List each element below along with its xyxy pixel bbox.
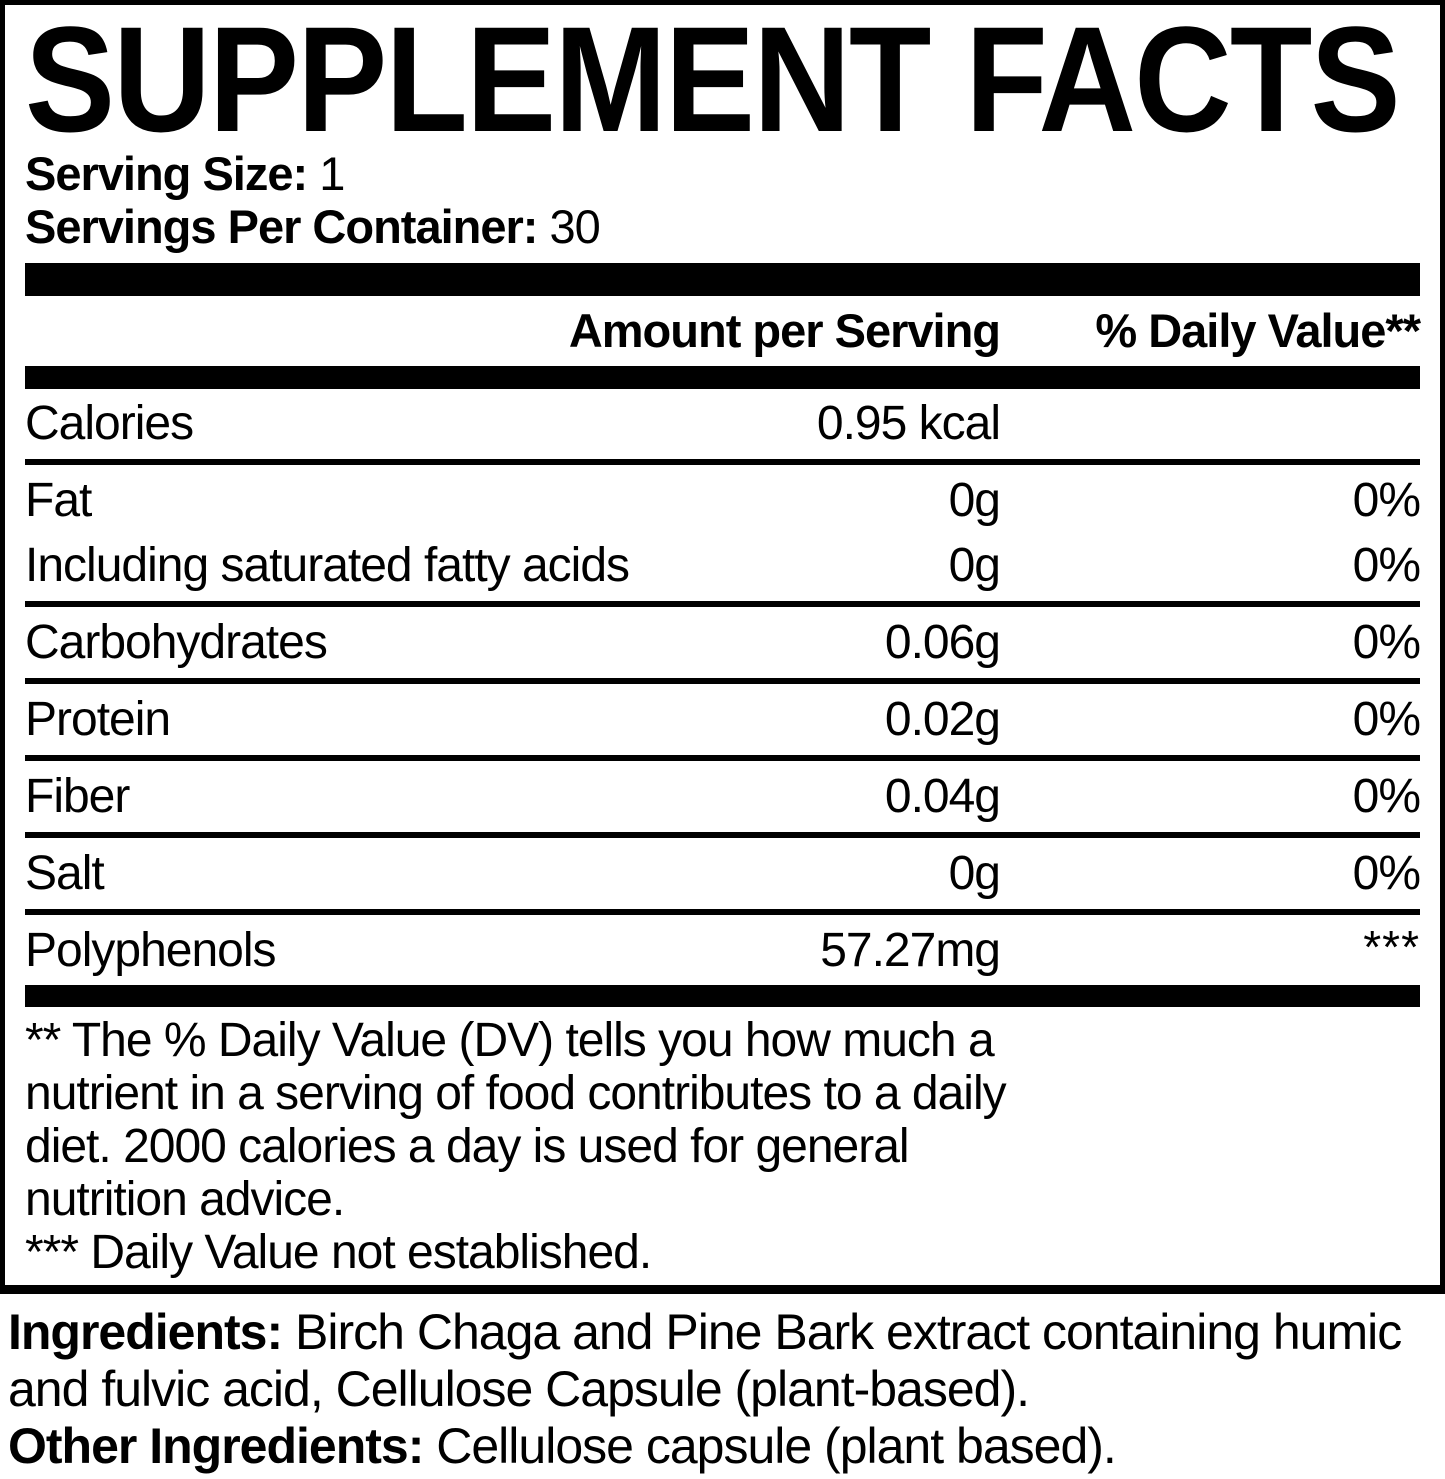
nutrient-row: Calories 0.95 kcal [25, 391, 1420, 456]
other-ingredients-text: Cellulose capsule (plant based). [423, 1418, 1117, 1474]
nutrient-amount: 0.04g [884, 770, 1001, 823]
nutrient-row: Fiber 0.04g 0% [25, 764, 1421, 829]
nutrient-row: Salt 0g 0% [25, 841, 1421, 906]
nutrient-dv: 0% [1352, 539, 1421, 592]
ingredients-section: Ingredients: Birch Chaga and Pine Bark e… [0, 1304, 1445, 1475]
nutrient-amount: 0g [948, 539, 1001, 592]
nutrient-name: Carbohydrates [25, 616, 328, 669]
other-ingredients-paragraph: Other Ingredients: Cellulose capsule (pl… [8, 1418, 1437, 1475]
nutrient-amount: 0g [948, 847, 1001, 900]
row-separator [25, 909, 1420, 915]
footnote-line: ** The % Daily Value (DV) tells you how … [25, 1014, 995, 1067]
row-separator [25, 601, 1420, 607]
servings-per-container-value: 30 [549, 200, 601, 253]
nutrient-dv: 0% [1352, 693, 1421, 746]
footnotes: ** The % Daily Value (DV) tells you how … [25, 1014, 1420, 1279]
ingredients-text: Birch Chaga and Pine Bark extract contai… [8, 1304, 1402, 1417]
nutrient-name: Fat [25, 474, 92, 527]
nutrient-dv: 0% [1352, 616, 1421, 669]
nutrient-name: Salt [25, 847, 105, 900]
other-ingredients-label: Other Ingredients: [8, 1418, 424, 1474]
header-divider-bar [25, 366, 1420, 389]
nutrient-name: Including saturated fatty acids [25, 539, 630, 592]
nutrient-dv: 0% [1352, 770, 1421, 823]
footnote-line: diet. 2000 calories a day is used for ge… [25, 1120, 910, 1173]
column-header: Amount per Serving % Daily Value** [25, 296, 1421, 366]
row-separator [25, 755, 1420, 761]
nutrient-dv: 0% [1352, 847, 1421, 900]
daily-value-header: % Daily Value** [1095, 304, 1421, 357]
footnote-line: nutrition advice. [25, 1173, 345, 1226]
nutrient-row: Carbohydrates 0.06g 0% [25, 610, 1421, 675]
nutrient-amount: 57.27mg [820, 924, 1001, 977]
ingredients-label: Ingredients: [8, 1304, 283, 1360]
serving-size-line: Serving Size: 1 [25, 147, 1420, 200]
nutrient-name: Fiber [25, 770, 130, 823]
amount-per-serving-header: Amount per Serving [568, 304, 1001, 357]
top-thick-divider-bar [25, 263, 1420, 296]
footnote-divider-bar [25, 985, 1420, 1007]
servings-per-container-line: Servings Per Container: 30 [25, 200, 1420, 253]
nutrient-amount: 0g [948, 474, 1001, 527]
footnote-line: nutrient in a serving of food contribute… [25, 1067, 1007, 1120]
nutrient-name: Polyphenols [25, 924, 277, 977]
nutrient-dv: 0% [1352, 474, 1421, 527]
nutrient-name: Calories [25, 397, 194, 450]
nutrient-row: Fat 0g 0% [25, 468, 1421, 533]
serving-size-label: Serving Size: [25, 147, 308, 200]
nutrient-amount: 0.02g [884, 693, 1001, 746]
serving-size-value: 1 [319, 147, 345, 200]
nutrient-row: Polyphenols 57.27mg *** [25, 918, 1420, 983]
nutrient-amount: 0.95 kcal [816, 397, 1001, 450]
facts-panel: SUPPLEMENT FACTS Serving Size: 1 Serving… [0, 0, 1445, 1294]
nutrient-row: Including saturated fatty acids 0g 0% [25, 533, 1421, 598]
row-separator [25, 832, 1420, 838]
row-separator [25, 459, 1420, 465]
nutrient-amount: 0.06g [884, 616, 1001, 669]
supplement-facts-title: SUPPLEMENT FACTS [25, 0, 1401, 163]
nutrient-dv: *** [1363, 921, 1420, 973]
nutrient-name: Protein [25, 693, 171, 746]
row-separator [25, 678, 1420, 684]
ingredients-paragraph: Ingredients: Birch Chaga and Pine Bark e… [8, 1304, 1437, 1418]
nutrient-row: Protein 0.02g 0% [25, 687, 1421, 752]
servings-per-container-label: Servings Per Container: [25, 200, 538, 253]
footnote-line: *** Daily Value not established. [25, 1226, 652, 1279]
nutrient-table: Calories 0.95 kcal Fat 0g 0% Including s… [25, 391, 1421, 983]
